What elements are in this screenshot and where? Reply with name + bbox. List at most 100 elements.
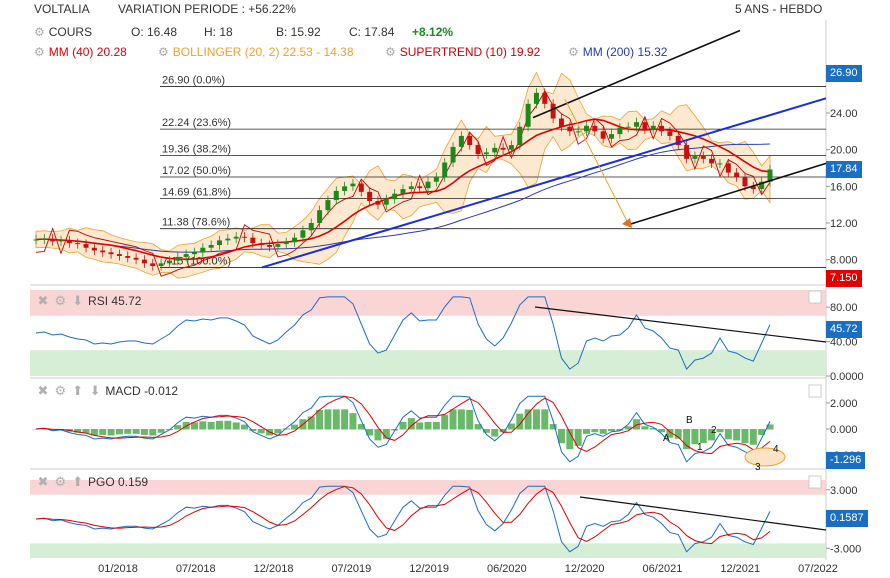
macd-histogram-bar xyxy=(357,424,365,430)
macd-histogram-bar xyxy=(557,429,565,444)
macd-histogram-bar xyxy=(633,419,641,430)
x-tick-label: 01/2018 xyxy=(98,563,138,575)
macd-histogram-bar xyxy=(232,422,240,430)
candle-body xyxy=(133,257,139,260)
candle-body xyxy=(141,259,147,264)
macd-histogram-bar xyxy=(566,429,574,450)
candle-body xyxy=(734,172,740,178)
macd-histogram-bar xyxy=(216,420,223,430)
macd-histogram-bar xyxy=(207,421,215,430)
candle-body xyxy=(475,145,481,155)
macd-histogram-bar xyxy=(766,424,774,430)
macd-histogram-bar xyxy=(332,409,340,430)
candle-body xyxy=(617,127,623,135)
candle-body xyxy=(33,239,39,241)
macd-histogram-bar xyxy=(532,409,540,430)
candle-body xyxy=(350,183,356,187)
candle-body xyxy=(600,131,606,139)
macd-histogram-bar xyxy=(583,429,590,434)
candle-body xyxy=(492,147,498,153)
macd-histogram-bar xyxy=(466,409,474,430)
candle-body xyxy=(533,92,539,104)
candle-body xyxy=(308,223,314,231)
fibonacci-level-label: 22.24 (23.6%) xyxy=(162,117,231,129)
gear-icon[interactable]: ⚙ xyxy=(34,45,45,59)
candle-body xyxy=(550,103,556,119)
gear-icon[interactable]: ⚙ xyxy=(385,45,396,59)
arrow-up-icon[interactable]: ⬆ xyxy=(72,474,84,489)
macd-histogram-bar xyxy=(699,429,707,444)
channel-upper-line xyxy=(532,29,741,119)
candle-body xyxy=(442,162,448,178)
candle-body xyxy=(317,210,323,223)
mm200-label: MM (200) 15.32 xyxy=(582,45,668,59)
bollinger-label: BOLLINGER (20, 2) 22.53 - 14.38 xyxy=(172,45,354,59)
candle-body xyxy=(175,256,181,261)
supertrend-legend[interactable]: ⚙ SUPERTREND (10) 19.92 xyxy=(385,45,540,59)
cours-legend[interactable]: ⚙ COURS xyxy=(34,25,92,39)
macd-histogram-bar xyxy=(149,429,157,436)
close-icon[interactable]: ✖ xyxy=(37,293,49,308)
macd-histogram-bar xyxy=(257,429,265,434)
candle-body xyxy=(584,125,589,132)
mm200-legend[interactable]: ⚙ MM (200) 15.32 xyxy=(568,45,667,59)
pgo-value: 0.159 xyxy=(118,475,149,489)
macd-histogram-bar xyxy=(758,429,766,435)
macd-histogram-bar xyxy=(674,429,682,439)
panel-toggle-checkbox xyxy=(808,290,822,304)
macd-histogram-bar xyxy=(416,422,424,430)
macd-histogram-bar xyxy=(749,429,757,445)
arrow-up-icon[interactable]: ⬆ xyxy=(72,383,84,398)
macd-y-tick-label: 2.000 xyxy=(830,398,858,410)
x-tick-label: 06/2021 xyxy=(643,563,683,575)
candle-body xyxy=(667,131,673,136)
gear-icon[interactable]: ⚙ xyxy=(568,45,579,59)
macd-histogram-bar xyxy=(457,409,465,430)
macd-histogram-bar xyxy=(115,429,123,435)
panel-toggle-checkbox xyxy=(808,384,822,398)
price-y-tick-label: 20.00 xyxy=(830,145,858,157)
gear-icon[interactable]: ⚙ xyxy=(158,45,169,59)
pgo-y-tick-label: -3.000 xyxy=(830,543,861,555)
macd-label: MACD xyxy=(105,384,141,398)
rsi-last-badge: 45.72 xyxy=(826,321,862,338)
arrow-down-icon[interactable]: ⬇ xyxy=(72,293,84,308)
gear-icon[interactable]: ⚙ xyxy=(54,474,67,489)
candle-body xyxy=(625,126,631,128)
candle-body xyxy=(700,156,706,159)
x-tick-label: 07/2018 xyxy=(176,563,216,575)
rsi-main-line xyxy=(35,296,771,371)
arrow-down-icon[interactable]: ⬇ xyxy=(89,383,101,398)
bollinger-legend[interactable]: ⚙ BOLLINGER (20, 2) 22.53 - 14.38 xyxy=(158,45,354,59)
macd-histogram-bar xyxy=(599,429,607,434)
mm40-legend[interactable]: ⚙ MM (40) 20.28 xyxy=(34,45,127,59)
macd-main-line xyxy=(35,395,771,463)
x-tick-label: 12/2019 xyxy=(409,563,449,575)
gear-icon[interactable]: ⚙ xyxy=(54,383,67,398)
macd-histogram-bar xyxy=(708,429,716,441)
close-icon[interactable]: ✖ xyxy=(37,383,49,398)
macd-histogram-bar xyxy=(366,429,374,436)
macd-signal-line xyxy=(35,395,771,455)
pgo-main-line xyxy=(35,485,771,553)
macd-histogram-bar xyxy=(174,425,182,430)
macd-histogram-bar xyxy=(190,422,198,430)
macd-histogram-bar xyxy=(716,429,724,433)
macd-histogram-bar xyxy=(591,429,599,433)
macd-annotation: 2 xyxy=(711,425,717,436)
macd-histogram-bar xyxy=(624,426,632,430)
close-icon[interactable]: ✖ xyxy=(37,474,49,489)
gear-icon[interactable]: ⚙ xyxy=(54,293,67,308)
macd-histogram-bar xyxy=(157,429,165,433)
pgo-overbought-zone xyxy=(30,480,826,495)
rsi-y-tick-label: 0.0000 xyxy=(830,371,864,383)
candle-body xyxy=(483,152,489,155)
candle-body xyxy=(116,254,122,256)
candle-body xyxy=(659,125,665,132)
macd-histogram-bar xyxy=(541,409,549,430)
macd-annotation: B xyxy=(686,415,693,426)
candle-body xyxy=(275,244,281,247)
gear-icon[interactable]: ⚙ xyxy=(34,25,45,39)
candle-body xyxy=(258,243,264,245)
